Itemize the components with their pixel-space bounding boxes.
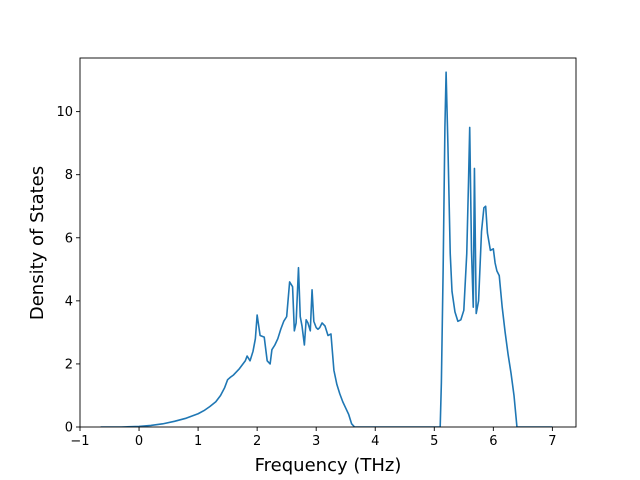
y-tick-label: 4 bbox=[65, 294, 73, 309]
y-tick-label: 2 bbox=[65, 357, 73, 372]
x-tick-label: −1 bbox=[70, 434, 89, 449]
x-tick-label: 0 bbox=[135, 434, 143, 449]
y-tick-label: 6 bbox=[65, 231, 73, 246]
axes-frame bbox=[79, 57, 577, 428]
x-tick-label: 7 bbox=[548, 434, 556, 449]
dos-series-line-0 bbox=[100, 71, 553, 427]
x-tick-label: 1 bbox=[194, 434, 202, 449]
x-axis-label: Frequency (THz) bbox=[255, 455, 402, 476]
x-tick-label: 4 bbox=[371, 434, 379, 449]
y-tick-label: 10 bbox=[56, 105, 73, 120]
y-axis-label: Density of States bbox=[27, 166, 48, 320]
x-tick-label: 2 bbox=[253, 434, 261, 449]
y-tick-label: 8 bbox=[65, 168, 73, 183]
y-tick-label: 0 bbox=[65, 421, 73, 436]
x-tick-label: 5 bbox=[430, 434, 438, 449]
plot-area bbox=[100, 71, 553, 427]
x-tick-label: 6 bbox=[489, 434, 497, 449]
x-tick-label: 3 bbox=[312, 434, 320, 449]
